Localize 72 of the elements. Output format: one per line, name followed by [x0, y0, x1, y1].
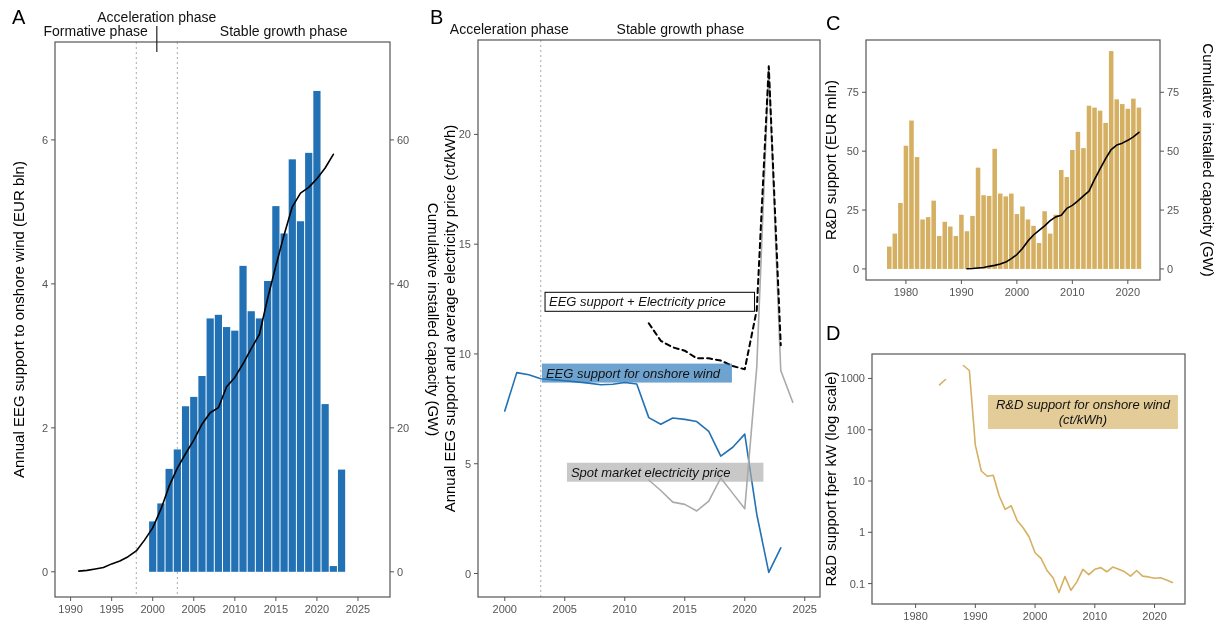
x-tick-label: 2000: [1004, 286, 1030, 298]
chart-title: D: [826, 322, 841, 344]
chart-title: B: [430, 6, 444, 28]
y-axis-title: Annual EEG support and average electricity price (ct/kWh): [441, 124, 458, 513]
x-tick-label: 2010: [1060, 286, 1085, 298]
y2-tick-label: 75: [1167, 86, 1180, 99]
y-tick-label: 10: [458, 347, 471, 360]
x-tick-label: 2025: [792, 603, 817, 615]
y-tick-label: 6: [41, 133, 48, 146]
x-tick-label: 1990: [58, 603, 83, 615]
x-tick-label: 2020: [304, 603, 330, 615]
chart-title: C: [826, 12, 841, 34]
x-tick-label: 2010: [1082, 610, 1108, 621]
y2-tick-label: 0: [1167, 262, 1174, 275]
chart-title: A: [12, 6, 26, 28]
y-tick-label: 2: [41, 421, 48, 434]
y-tick-label: 0.1: [849, 577, 865, 590]
text: Formative phase: [43, 23, 148, 39]
x-tick-label: 1990: [949, 286, 974, 298]
y2-tick-label: 50: [1167, 145, 1180, 158]
y2-tick-label: 25: [1167, 204, 1180, 217]
y-tick-label: 20: [458, 128, 471, 141]
y2-tick-label: 0: [397, 565, 404, 578]
y-tick-label: 25: [846, 204, 859, 217]
y-tick-label: 0: [464, 567, 471, 580]
x-tick-label: 2020: [1115, 286, 1141, 298]
x-tick-label: 1980: [903, 610, 928, 621]
y-tick-label: 0: [852, 262, 859, 275]
y-tick-label: 1000: [840, 372, 865, 385]
x-tick-label: 1995: [99, 603, 124, 615]
y-tick-label: 4: [41, 277, 48, 290]
y-tick-label: 1: [858, 526, 865, 539]
x-tick-label: 2010: [612, 603, 637, 615]
text: Stable growth phase: [616, 21, 745, 37]
x-tick-label: 1980: [893, 286, 919, 298]
x-tick-label: 2015: [263, 603, 289, 615]
text: Stable growth phase: [219, 23, 348, 39]
y-tick-label: 5: [464, 457, 471, 470]
x-tick-label: 2025: [345, 603, 371, 615]
x-tick-label: 2015: [672, 603, 697, 615]
y2-tick-label: 40: [397, 277, 410, 290]
series-label: Spot market electricity price: [570, 464, 731, 480]
y-tick-label: 10: [852, 475, 865, 488]
y2-tick-label: 60: [397, 133, 410, 146]
y-tick-label: 15: [458, 238, 471, 251]
x-tick-label: 2020: [1142, 610, 1167, 621]
y-tick-label: 50: [846, 145, 859, 158]
x-tick-label: 2000: [1022, 610, 1048, 621]
y-axis-title: R&D support fper kW (log scale): [822, 371, 839, 587]
x-tick-label: 2005: [552, 603, 577, 615]
series-label: EEG support for onshore wind: [545, 365, 721, 381]
x-tick-label: 2000: [140, 603, 165, 615]
x-tick-label: 2010: [222, 603, 248, 615]
series-label: EEG support + Electricity price: [549, 294, 726, 310]
y-axis-title: R&D support (EUR mln): [822, 79, 839, 241]
text: Acceleration phase: [449, 21, 570, 37]
x-tick-label: 2020: [732, 603, 757, 615]
y2-axis-title: Cumulative installed capacity (GW): [1200, 43, 1217, 277]
line-series: [78, 153, 335, 572]
x-tick-label: 2000: [492, 603, 517, 615]
y-tick-label: 0: [41, 565, 48, 578]
y-tick-label: 75: [846, 86, 859, 99]
line-series: [966, 131, 1140, 270]
y2-tick-label: 20: [397, 421, 410, 434]
x-tick-label: 1990: [963, 610, 988, 621]
y-axis-title: Annual EEG support to onshore wind (EUR bln): [10, 161, 27, 478]
text: Acceleration phase: [97, 9, 217, 25]
y-tick-label: 100: [846, 423, 865, 436]
series-label: R&D support for onshore wind (ct/kWh): [995, 397, 1171, 427]
y2-axis-title: Cumulative installed capacity (GW): [425, 202, 442, 437]
line-series: [503, 371, 782, 574]
x-tick-label: 2005: [181, 603, 206, 615]
